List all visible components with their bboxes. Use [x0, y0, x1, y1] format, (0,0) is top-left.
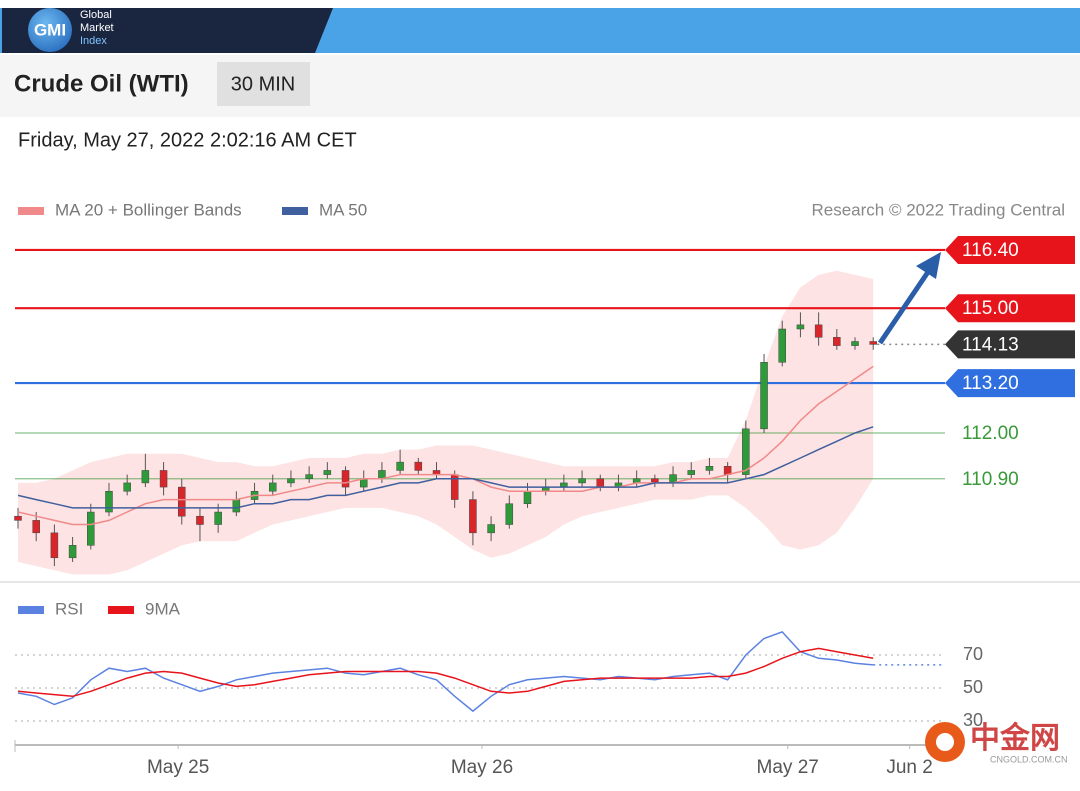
- watermark-logo-inner: [936, 733, 954, 751]
- interval-button[interactable]: [217, 62, 310, 106]
- candle-body: [68, 545, 77, 559]
- level-label: 115.00: [962, 298, 1019, 319]
- candle-body: [814, 324, 823, 338]
- legend-swatch: [282, 207, 308, 215]
- level-label: 113.20: [962, 373, 1019, 394]
- candle-body: [159, 470, 168, 488]
- candle-body: [778, 328, 786, 363]
- ma-line: [17, 426, 874, 509]
- candle-body: [87, 511, 95, 546]
- plot: 116.40 115.00 114.13 113.20 112.00 110.90 MA 2…: [14, 200, 1075, 778]
- series-line: [17, 631, 874, 713]
- y-tick-label: 70: [963, 644, 983, 664]
- legend-label: MA 20 + Bollinger Bands: [55, 200, 242, 219]
- header-brand-bg: [2, 8, 333, 53]
- candle-body: [14, 515, 22, 521]
- candle-body: [232, 499, 241, 513]
- candle-body: [50, 532, 59, 559]
- candle-body: [487, 524, 495, 534]
- level-tag: [945, 235, 1075, 264]
- brand-line: Market: [80, 22, 114, 34]
- candle-body: [505, 503, 514, 525]
- title-bar: [0, 55, 1080, 117]
- watermark-url: CNGOLD.COM.CN: [990, 754, 1068, 764]
- candle-body: [141, 470, 150, 484]
- y-tick-label: 30: [963, 710, 983, 730]
- level-label: 114.13: [962, 334, 1019, 355]
- logo-text: GMI: [34, 20, 66, 39]
- candle-body: [596, 478, 605, 488]
- candle-body: [268, 482, 277, 492]
- y-tick-label: 50: [963, 677, 983, 697]
- legend-swatch: [108, 606, 134, 614]
- candle-body: [742, 428, 750, 475]
- interval-label[interactable]: 30 MIN: [231, 73, 295, 95]
- level-tag: [945, 294, 1075, 323]
- x-tick-label: May 27: [757, 757, 819, 778]
- candle-body: [196, 515, 204, 525]
- candle-body: [687, 470, 696, 475]
- bollinger-band: [18, 270, 874, 575]
- level-tag: [945, 369, 1075, 398]
- watermark: 中金网: [970, 721, 1060, 755]
- candle-body: [123, 482, 131, 492]
- candle-body: [469, 499, 477, 534]
- level-tag: [945, 330, 1075, 359]
- legend-label: MA 50: [319, 200, 367, 219]
- candle-body: [796, 324, 805, 330]
- candle-body: [214, 511, 222, 525]
- candle-body: [287, 478, 295, 484]
- credit: Research © 2022 Trading Central: [812, 200, 1066, 219]
- candle-body: [851, 341, 859, 346]
- brand-line: Index: [80, 35, 107, 47]
- instrument-title: Crude Oil (WTI): [14, 70, 189, 97]
- forecast-arrow: [877, 270, 931, 345]
- level-label: 112.00: [962, 423, 1019, 444]
- candle-body: [341, 470, 350, 488]
- legend-label: 9MA: [145, 599, 181, 618]
- x-tick-label: May 25: [147, 757, 209, 778]
- forecast-arrowhead: [916, 252, 941, 279]
- brand-line: Global: [80, 9, 112, 21]
- legend-swatch: [18, 207, 44, 215]
- ma-line: [17, 365, 874, 526]
- x-tick-label: May 26: [451, 757, 513, 778]
- candle-body: [760, 362, 768, 430]
- candle-body: [178, 486, 186, 517]
- candle-body: [323, 470, 332, 475]
- candle-body: [705, 466, 714, 471]
- series-line: [17, 647, 874, 698]
- timestamp: Friday, May 27, 2022 2:02:16 AM CET: [18, 129, 357, 151]
- legend-swatch: [18, 606, 44, 614]
- candle-body: [523, 490, 532, 504]
- candle-body: [833, 337, 841, 346]
- candle-body: [578, 478, 586, 484]
- candle-body: [32, 520, 40, 534]
- candle-body: [396, 461, 404, 471]
- level-label: 110.90: [962, 469, 1019, 490]
- candle-body: [414, 461, 423, 471]
- level-label: 116.40: [962, 240, 1019, 261]
- logo: [28, 8, 72, 52]
- candle-body: [305, 474, 313, 480]
- legend-label: RSI: [55, 599, 83, 618]
- candle-body: [105, 490, 113, 513]
- candle-body: [869, 341, 877, 345]
- x-tick-label: Jun 2: [886, 757, 932, 778]
